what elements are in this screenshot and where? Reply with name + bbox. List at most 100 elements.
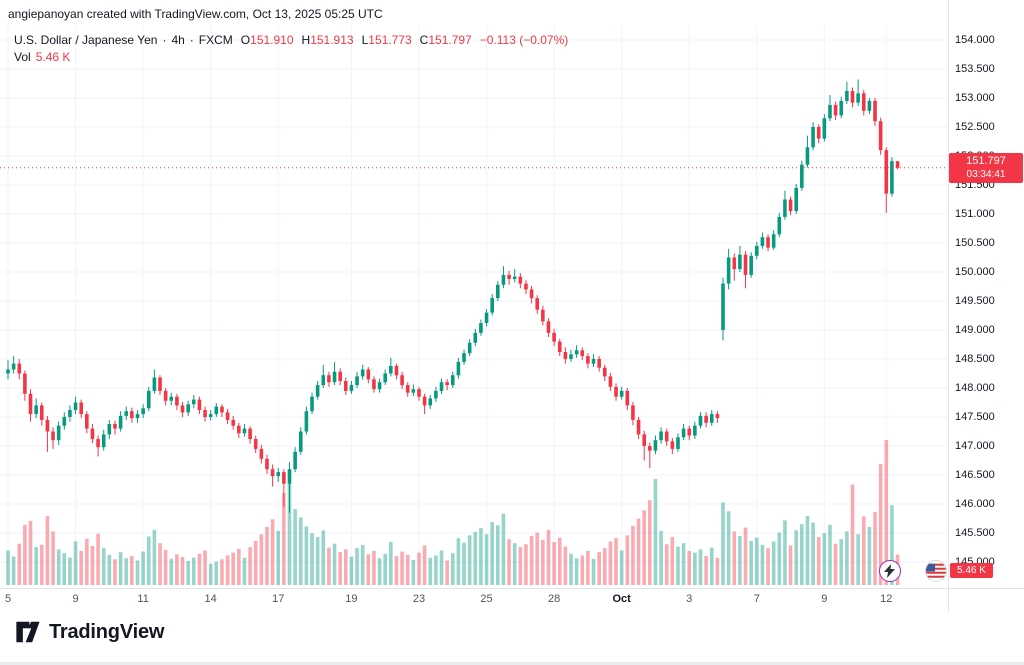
candle-body	[270, 469, 275, 477]
candle-body	[214, 406, 219, 415]
candle-body	[383, 373, 388, 383]
candle-body	[681, 428, 686, 438]
volume-bar	[659, 530, 663, 585]
volume-bar	[360, 544, 365, 585]
volume-bar	[586, 550, 590, 585]
volume-bar	[73, 541, 78, 585]
volume-bar	[490, 521, 494, 585]
candle-body	[191, 399, 196, 405]
volume-bar	[186, 561, 190, 585]
candle-body	[237, 425, 241, 434]
candle-body	[298, 431, 303, 452]
candle-body	[721, 283, 725, 330]
volume-bar	[636, 518, 641, 585]
candle-body	[304, 411, 309, 432]
us-flag-event-icon[interactable]	[925, 560, 947, 582]
candle-body	[473, 332, 478, 343]
candlestick-chart[interactable]	[0, 0, 1024, 612]
tradingview-logo-text: TradingView	[49, 620, 165, 643]
candle-body	[439, 382, 444, 391]
candle-body	[85, 414, 89, 429]
chart-legend: U.S. Dollar / Japanese Yen · 4h · FXCM O…	[14, 33, 568, 47]
candle-body	[794, 187, 798, 212]
candle-body	[839, 100, 844, 116]
volume-bar	[524, 544, 528, 585]
candle-body	[231, 419, 235, 426]
candle-body	[372, 379, 376, 390]
candle-body	[771, 234, 776, 248]
candle-body	[450, 375, 455, 386]
volume-bar	[484, 534, 489, 585]
close-value: 151.797	[428, 33, 472, 47]
volume-bar	[760, 544, 765, 585]
candle-body	[107, 423, 112, 435]
candle-body	[124, 411, 129, 416]
candle-body	[332, 371, 337, 383]
volume-bar	[191, 557, 196, 585]
candle-body	[366, 369, 371, 380]
candle-body	[591, 359, 596, 364]
volume-bar	[304, 526, 309, 585]
volume-bar	[473, 532, 478, 585]
volume-bar	[456, 538, 461, 585]
volume-bar	[529, 535, 534, 585]
candle-body	[310, 396, 314, 412]
candle-body	[56, 425, 61, 441]
volume-bar	[411, 559, 416, 585]
volume-bar	[287, 483, 292, 585]
volume-bar	[417, 552, 421, 585]
lightning-bolt-glyph	[884, 564, 895, 578]
candle-body	[833, 104, 838, 116]
candle-body	[816, 127, 821, 139]
candle-body	[512, 276, 517, 279]
interval-label[interactable]: 4h	[171, 33, 185, 47]
volume-bar	[434, 555, 438, 585]
candle-body	[79, 402, 83, 415]
volume-bar	[321, 530, 326, 585]
candle-body	[405, 385, 410, 393]
volume-bar	[310, 533, 314, 585]
volume-bar	[28, 520, 33, 585]
candle-body	[507, 274, 511, 279]
volume-bar	[794, 530, 798, 585]
candle-body	[315, 385, 320, 397]
volume-bar	[214, 561, 219, 585]
candle-body	[90, 428, 95, 440]
candle-body	[163, 390, 168, 401]
volume-bar	[96, 533, 100, 585]
volume-bar	[580, 555, 585, 585]
candle-body	[282, 472, 286, 484]
symbol-name[interactable]: U.S. Dollar / Japanese Yen	[14, 33, 158, 47]
lightning-icon[interactable]	[879, 560, 901, 582]
volume-bar	[293, 509, 297, 585]
volume-bar	[349, 556, 354, 585]
volume-bar	[681, 543, 686, 585]
candle-body	[878, 121, 883, 151]
volume-bar	[445, 560, 449, 585]
volume-bar	[664, 544, 669, 585]
tradingview-logo[interactable]: TradingView	[14, 619, 164, 645]
volume-bar	[394, 556, 399, 585]
volume-bar	[766, 548, 770, 585]
volume-value: 5.46 K	[35, 50, 71, 64]
candle-body	[597, 359, 601, 368]
volume-bar	[17, 543, 22, 585]
candle-body	[704, 415, 708, 423]
candle-body	[552, 332, 556, 342]
volume-bar	[265, 527, 269, 585]
volume-bar	[231, 552, 235, 585]
candle-body	[203, 410, 207, 417]
candle-body	[17, 363, 22, 374]
candle-body	[248, 428, 252, 440]
candle-body	[445, 382, 449, 386]
candle-body	[738, 254, 742, 270]
volume-bar	[389, 542, 393, 585]
candle-body	[822, 118, 827, 139]
volume-bar	[45, 515, 50, 585]
volume-bar	[298, 517, 303, 585]
volume-bar	[704, 556, 708, 585]
volume-bar	[56, 549, 61, 585]
candle-body	[467, 342, 472, 354]
exchange-label: FXCM	[198, 33, 233, 47]
candle-body	[867, 100, 872, 111]
